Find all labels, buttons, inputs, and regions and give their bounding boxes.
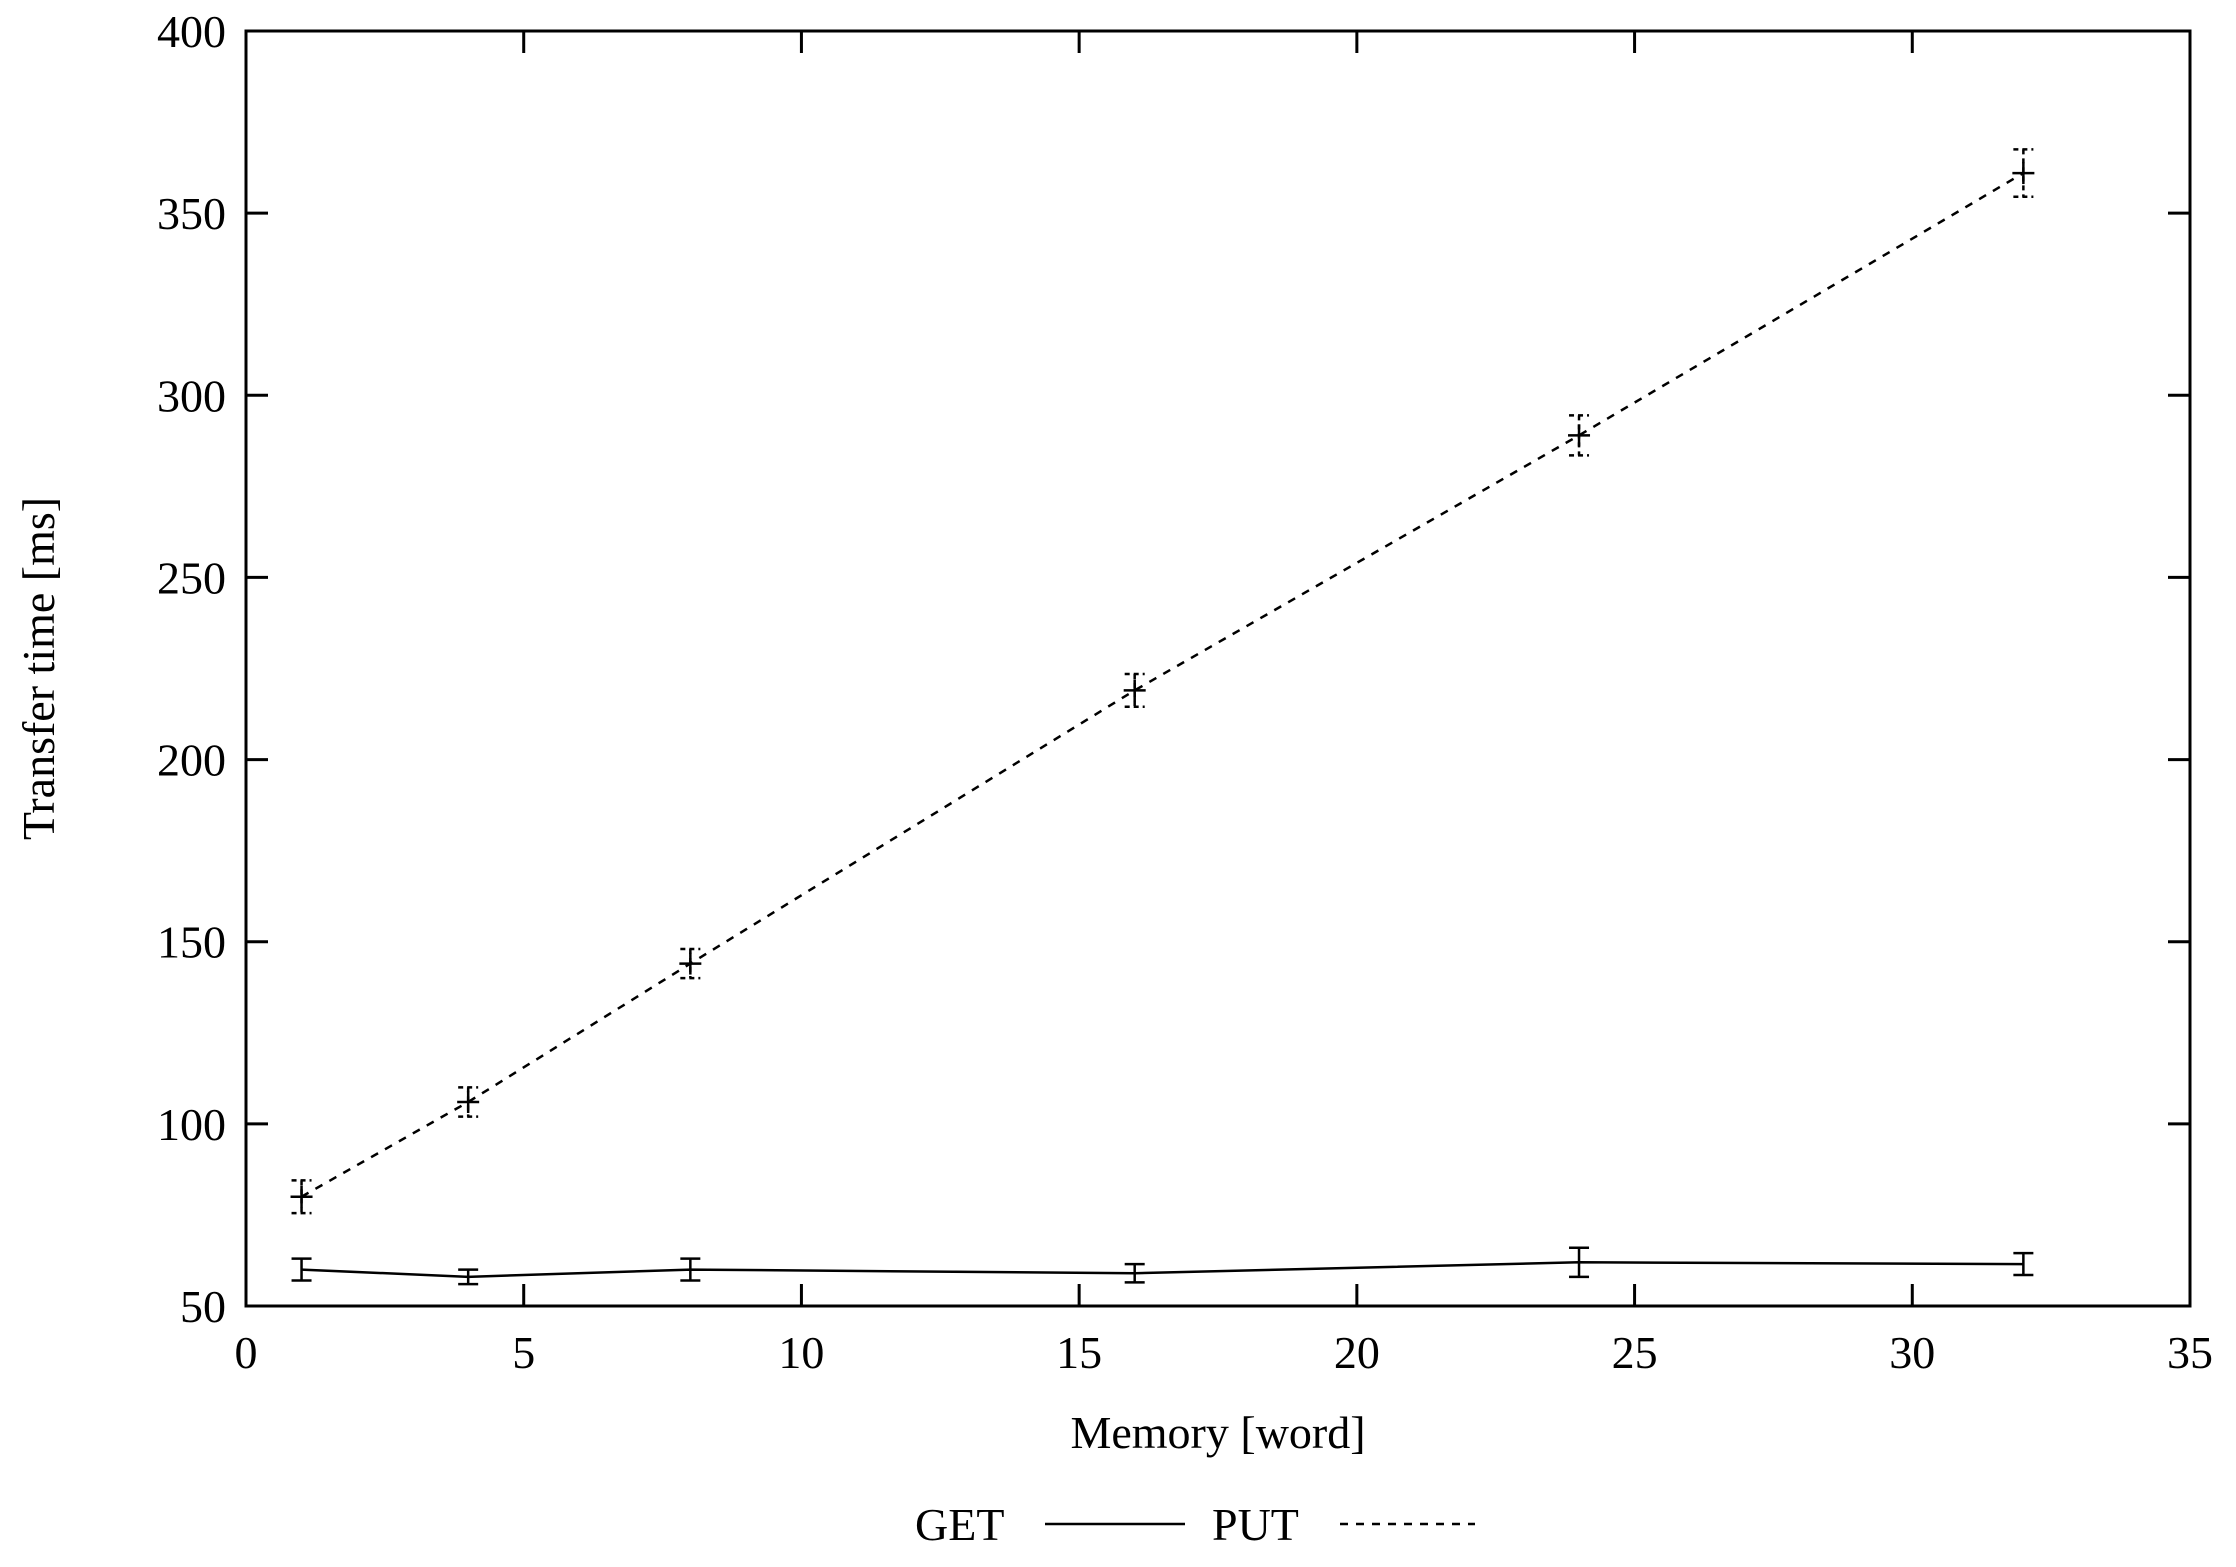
error-bar [2013, 148, 2034, 198]
legend-item-put: PUT [1212, 1499, 1475, 1550]
series-layer [290, 148, 2035, 1286]
error-bar [2013, 1251, 2034, 1277]
axes-layer: 0 5 10 15 20 25 30 35 50 100 150 200 250 300 350 400 [157, 6, 2213, 1378]
y-tick-label: 50 [180, 1281, 226, 1332]
data-point [457, 1091, 480, 1113]
data-point [290, 1185, 313, 1208]
x-tick-label: 20 [1334, 1327, 1380, 1378]
legend-label: PUT [1212, 1499, 1299, 1550]
x-tick-label: 10 [778, 1327, 824, 1378]
x-tick-label: 25 [1612, 1327, 1658, 1378]
y-tick-label: 400 [157, 6, 226, 57]
series-put [290, 148, 2035, 1215]
y-tick-label: 350 [157, 188, 226, 239]
y-axis-title: Transfer time [ms] [13, 497, 64, 840]
y-tick-label: 200 [157, 735, 226, 786]
data-point [1568, 424, 1591, 447]
x-tick-label: 35 [2167, 1327, 2213, 1378]
legend: GET PUT [915, 1499, 1475, 1550]
series-line-get [301, 1261, 2024, 1279]
x-tick-label: 5 [512, 1327, 535, 1378]
y-tick-label: 100 [157, 1099, 226, 1150]
data-point [1123, 679, 1146, 702]
error-bar [1124, 1262, 1145, 1284]
error-bar [291, 1257, 312, 1282]
y-tick-label: 150 [157, 917, 226, 968]
legend-item-get: GET [915, 1499, 1185, 1550]
series-get [291, 1246, 2034, 1286]
series-line-put [300, 171, 2025, 1198]
x-axis-title: Memory [word] [1070, 1407, 1365, 1458]
error-bar [1569, 1246, 1590, 1279]
data-point [2012, 162, 2035, 185]
error-bar [458, 1268, 479, 1286]
legend-label: GET [915, 1499, 1004, 1550]
error-bar [680, 1257, 701, 1282]
x-tick-label: 15 [1056, 1327, 1102, 1378]
x-tick-label: 0 [235, 1327, 258, 1378]
x-tick-label: 30 [1889, 1327, 1935, 1378]
data-point [679, 952, 702, 975]
plot-frame [244, 29, 2192, 1308]
text-layer: Memory [word] Transfer time [ms] [13, 497, 1366, 1458]
y-tick-label: 300 [157, 370, 226, 421]
y-tick-label: 250 [157, 552, 226, 603]
